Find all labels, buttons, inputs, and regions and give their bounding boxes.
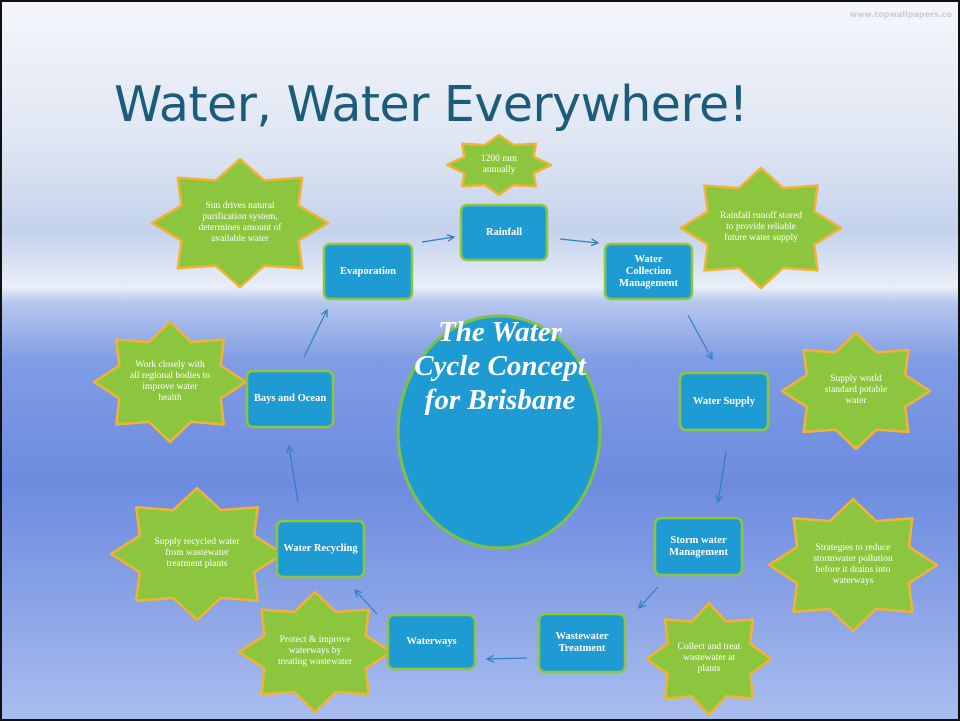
- note-text: Supply recycled water from wastewater tr…: [149, 506, 245, 601]
- node-label: Water Supply: [686, 373, 762, 430]
- note-text: Collect and treat wastewater at plants: [674, 619, 744, 700]
- note-text: Rainfall runoff stored to provide reliab…: [716, 185, 806, 271]
- note-text: Strategies to reduce stormwater pollutio…: [808, 517, 898, 612]
- node-label: Water Collection Management: [611, 244, 686, 299]
- note-text: Protect & improve waterways by treating …: [275, 609, 355, 695]
- slide-title: Water, Water Everywhere!: [114, 76, 748, 133]
- note-text: Work closely with all regional bodies to…: [130, 339, 210, 425]
- center-title: The Water Cycle Concept for Brisbane: [412, 315, 588, 417]
- note-text: Supply world standard potable water: [816, 349, 896, 433]
- node-label: Wastewater Treatment: [545, 614, 619, 672]
- watermark: www.topwallpapers.co: [850, 10, 952, 19]
- node-label: Evaporation: [330, 244, 406, 299]
- note-text: Sun drives natural purification system, …: [188, 177, 292, 269]
- node-label: Waterways: [394, 615, 469, 669]
- note-text: 1200 mm annually: [469, 143, 529, 186]
- slide: www.topwallpapers.co Water, Water Everyw…: [0, 0, 960, 721]
- node-label: Bays and Ocean: [253, 371, 327, 427]
- node-label: Rainfall: [467, 205, 541, 260]
- node-label: Storm water Management: [661, 518, 736, 575]
- node-label: Water Recycling: [283, 521, 358, 577]
